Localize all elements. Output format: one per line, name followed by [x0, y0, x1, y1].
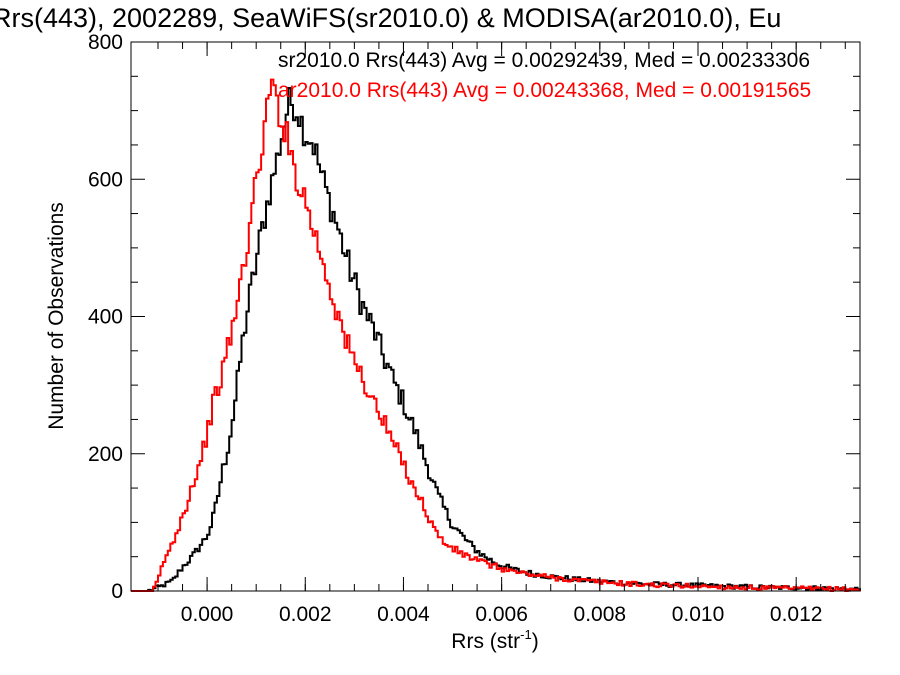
legend-entry-series-2: ar2010.0 Rrs(443) Avg = 0.00243368, Med …: [278, 79, 811, 102]
x-axis-label: Rrs (str-1): [451, 627, 538, 653]
x-tick-label: 0.008: [574, 603, 627, 626]
series-1-histogram: [131, 87, 861, 592]
x-tick-label: 0.006: [475, 603, 528, 626]
plot-frame: [130, 41, 861, 592]
x-tick-label: 0.000: [181, 603, 234, 626]
x-tick-label: 0.002: [279, 603, 332, 626]
x-tick-label: 0.012: [770, 603, 823, 626]
x-axis-label-exponent: -1: [520, 627, 532, 642]
x-axis-label-close: ): [532, 630, 539, 653]
x-tick-label: 0.010: [672, 603, 725, 626]
y-tick-label: 200: [88, 443, 123, 466]
plot-area: 0.000 0.002 0.004 0.006 0.008 0.010 0.012 0 200 4…: [88, 31, 861, 626]
legend-entry-series-1: sr2010.0 Rrs(443) Avg = 0.00292439, Med …: [278, 49, 810, 72]
y-tick-label: 0: [111, 580, 123, 603]
series-2-histogram: [131, 78, 861, 592]
y-tick-label: 600: [88, 168, 123, 191]
chart-title: Rrs(443), 2002289, SeaWiFS(sr2010.0) & M…: [0, 3, 781, 33]
x-tick-label: 0.004: [377, 603, 430, 626]
x-axis-label-text: Rrs (str: [451, 630, 520, 653]
y-tick-label: 400: [88, 306, 123, 329]
legend: sr2010.0 Rrs(443) Avg = 0.00292439, Med …: [278, 49, 811, 102]
y-axis-label: Number of Observations: [45, 202, 68, 430]
y-tick-label: 800: [88, 31, 123, 54]
